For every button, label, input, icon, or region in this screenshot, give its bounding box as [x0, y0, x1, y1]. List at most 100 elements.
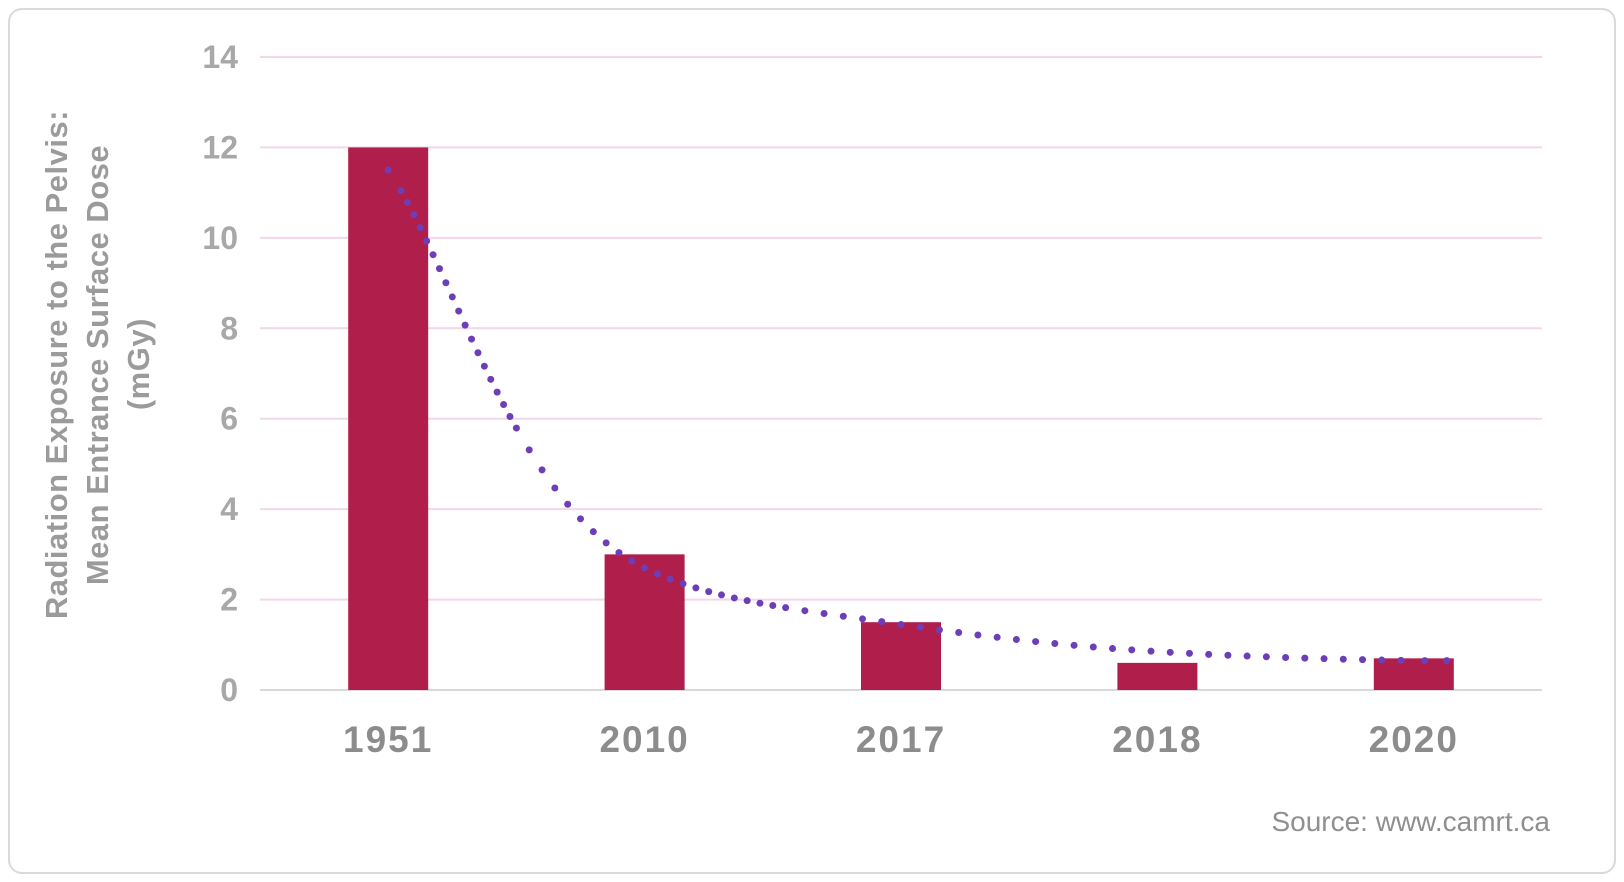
trendline-dot — [1443, 657, 1451, 665]
trendline-dot — [641, 564, 649, 572]
trendline-dot — [1185, 649, 1193, 657]
trendline-dot — [384, 166, 392, 174]
y-tick-label: 4 — [220, 491, 238, 527]
trendline-dot — [839, 612, 847, 620]
trendline-dot — [730, 594, 738, 602]
x-category-label: 1951 — [343, 719, 433, 760]
trendline-dot — [602, 539, 610, 547]
trendline-dot — [1243, 652, 1251, 660]
trendline-dot — [1070, 641, 1078, 649]
y-tick-label: 6 — [220, 401, 238, 437]
trendline-dot — [955, 629, 963, 637]
y-tick-label: 8 — [220, 310, 238, 346]
trendline-dot — [1109, 645, 1117, 653]
trendline-dot — [551, 484, 559, 492]
trendline-dot — [448, 293, 456, 301]
trendline-dot — [512, 424, 520, 432]
trendline-dot — [500, 401, 508, 409]
trendline-dot — [820, 610, 828, 618]
trendline-dot — [1282, 653, 1290, 661]
trendline-dot — [564, 500, 572, 508]
source-caption: Source: www.camrt.ca — [1271, 806, 1550, 837]
bar-chart: 0 2 4 6 8 10 12 14 1951 2010 2017 2018 2020 — [202, 39, 1542, 760]
bar-1951 — [348, 147, 429, 690]
trendline-dot — [577, 515, 584, 523]
bar-2010 — [604, 554, 685, 690]
trendline-dot — [692, 584, 700, 592]
trendline-dot — [993, 633, 1001, 641]
trendline-dot — [1359, 656, 1367, 664]
trendline-dot — [468, 335, 476, 343]
trendline-dot — [461, 321, 469, 329]
trendline-dot — [493, 388, 501, 396]
trendline-dot — [615, 549, 623, 557]
trendline-dot — [718, 591, 726, 599]
trendline-dot — [410, 211, 418, 219]
trendline-dot — [743, 597, 751, 605]
trendline-dot — [1128, 646, 1136, 654]
trendline-dot — [1012, 636, 1020, 644]
trendline-dot — [397, 187, 405, 195]
trendline-dot — [628, 557, 636, 565]
trendline-dot — [589, 528, 597, 536]
trendline-dot — [455, 307, 463, 315]
trendline-dot — [423, 237, 431, 245]
y-tick-label: 12 — [202, 129, 238, 165]
y-tick-label: 10 — [202, 220, 238, 256]
y-axis-title-line: (mGy) — [120, 318, 156, 412]
trendline-dot — [1262, 653, 1270, 661]
trendline-dot — [1378, 656, 1386, 664]
trendline-dot — [1032, 638, 1040, 646]
trendline-dot — [1320, 655, 1328, 663]
trendline-dot — [679, 580, 687, 588]
trendline-dot — [442, 279, 450, 287]
bar-2018 — [1117, 662, 1198, 690]
trendline-dot — [1339, 655, 1347, 663]
trendline-dot — [1089, 643, 1097, 651]
trendline-dot — [801, 607, 809, 615]
trendline-dot — [653, 570, 661, 578]
trendline-dot — [538, 466, 546, 474]
trendline-dot — [1397, 656, 1405, 664]
y-axis-title-text: Radiation Exposure to the Pelvis: Mean En… — [37, 110, 160, 619]
trendline-dot — [403, 198, 411, 206]
x-category-label: 2018 — [1112, 719, 1202, 760]
y-tick-label: 0 — [220, 672, 238, 708]
x-category-label: 2010 — [599, 719, 689, 760]
trendline-dot — [480, 362, 488, 370]
trendline-dot — [1224, 651, 1232, 659]
trendline-dot — [1205, 650, 1213, 658]
y-axis-title-line: Mean Entrance Surface Dose — [79, 144, 115, 586]
trendline-dot — [935, 626, 943, 634]
x-category-label: 2020 — [1369, 719, 1459, 760]
trendline-dot — [782, 604, 790, 612]
trendline-dot — [429, 251, 437, 259]
y-tick-label: 14 — [202, 39, 238, 75]
trendline-dot — [666, 575, 674, 583]
trendline-dot — [1421, 657, 1429, 665]
y-axis-title: Radiation Exposure to the Pelvis: Mean En… — [32, 40, 164, 690]
trendline-dot — [705, 588, 713, 596]
y-axis-title-line: Radiation Exposure to the Pelvis: — [38, 110, 74, 620]
bar-2020 — [1373, 658, 1454, 690]
trendline-dot — [1147, 647, 1155, 655]
trendline-dot — [416, 224, 424, 232]
trendline-dot — [1051, 640, 1059, 648]
trendline-dot — [1166, 648, 1174, 656]
trendline-dot — [1301, 654, 1309, 662]
trendline-dot — [506, 413, 514, 421]
trendline-dot — [487, 375, 495, 383]
trendline-dot — [878, 618, 886, 626]
trendline-dot — [916, 623, 924, 631]
y-tick-label: 2 — [220, 582, 238, 618]
trendline-dot — [897, 620, 905, 628]
trendline-dot — [474, 349, 482, 357]
trendline-dot — [859, 615, 867, 623]
bar-2017 — [861, 622, 941, 690]
chart-card: Radiation Exposure to the Pelvis: Mean En… — [8, 8, 1616, 874]
x-category-label: 2017 — [856, 719, 946, 760]
trendline-dot — [769, 602, 777, 610]
trendline-dot — [974, 631, 982, 639]
trendline-dot — [435, 265, 443, 273]
trendline-dot — [525, 446, 533, 454]
